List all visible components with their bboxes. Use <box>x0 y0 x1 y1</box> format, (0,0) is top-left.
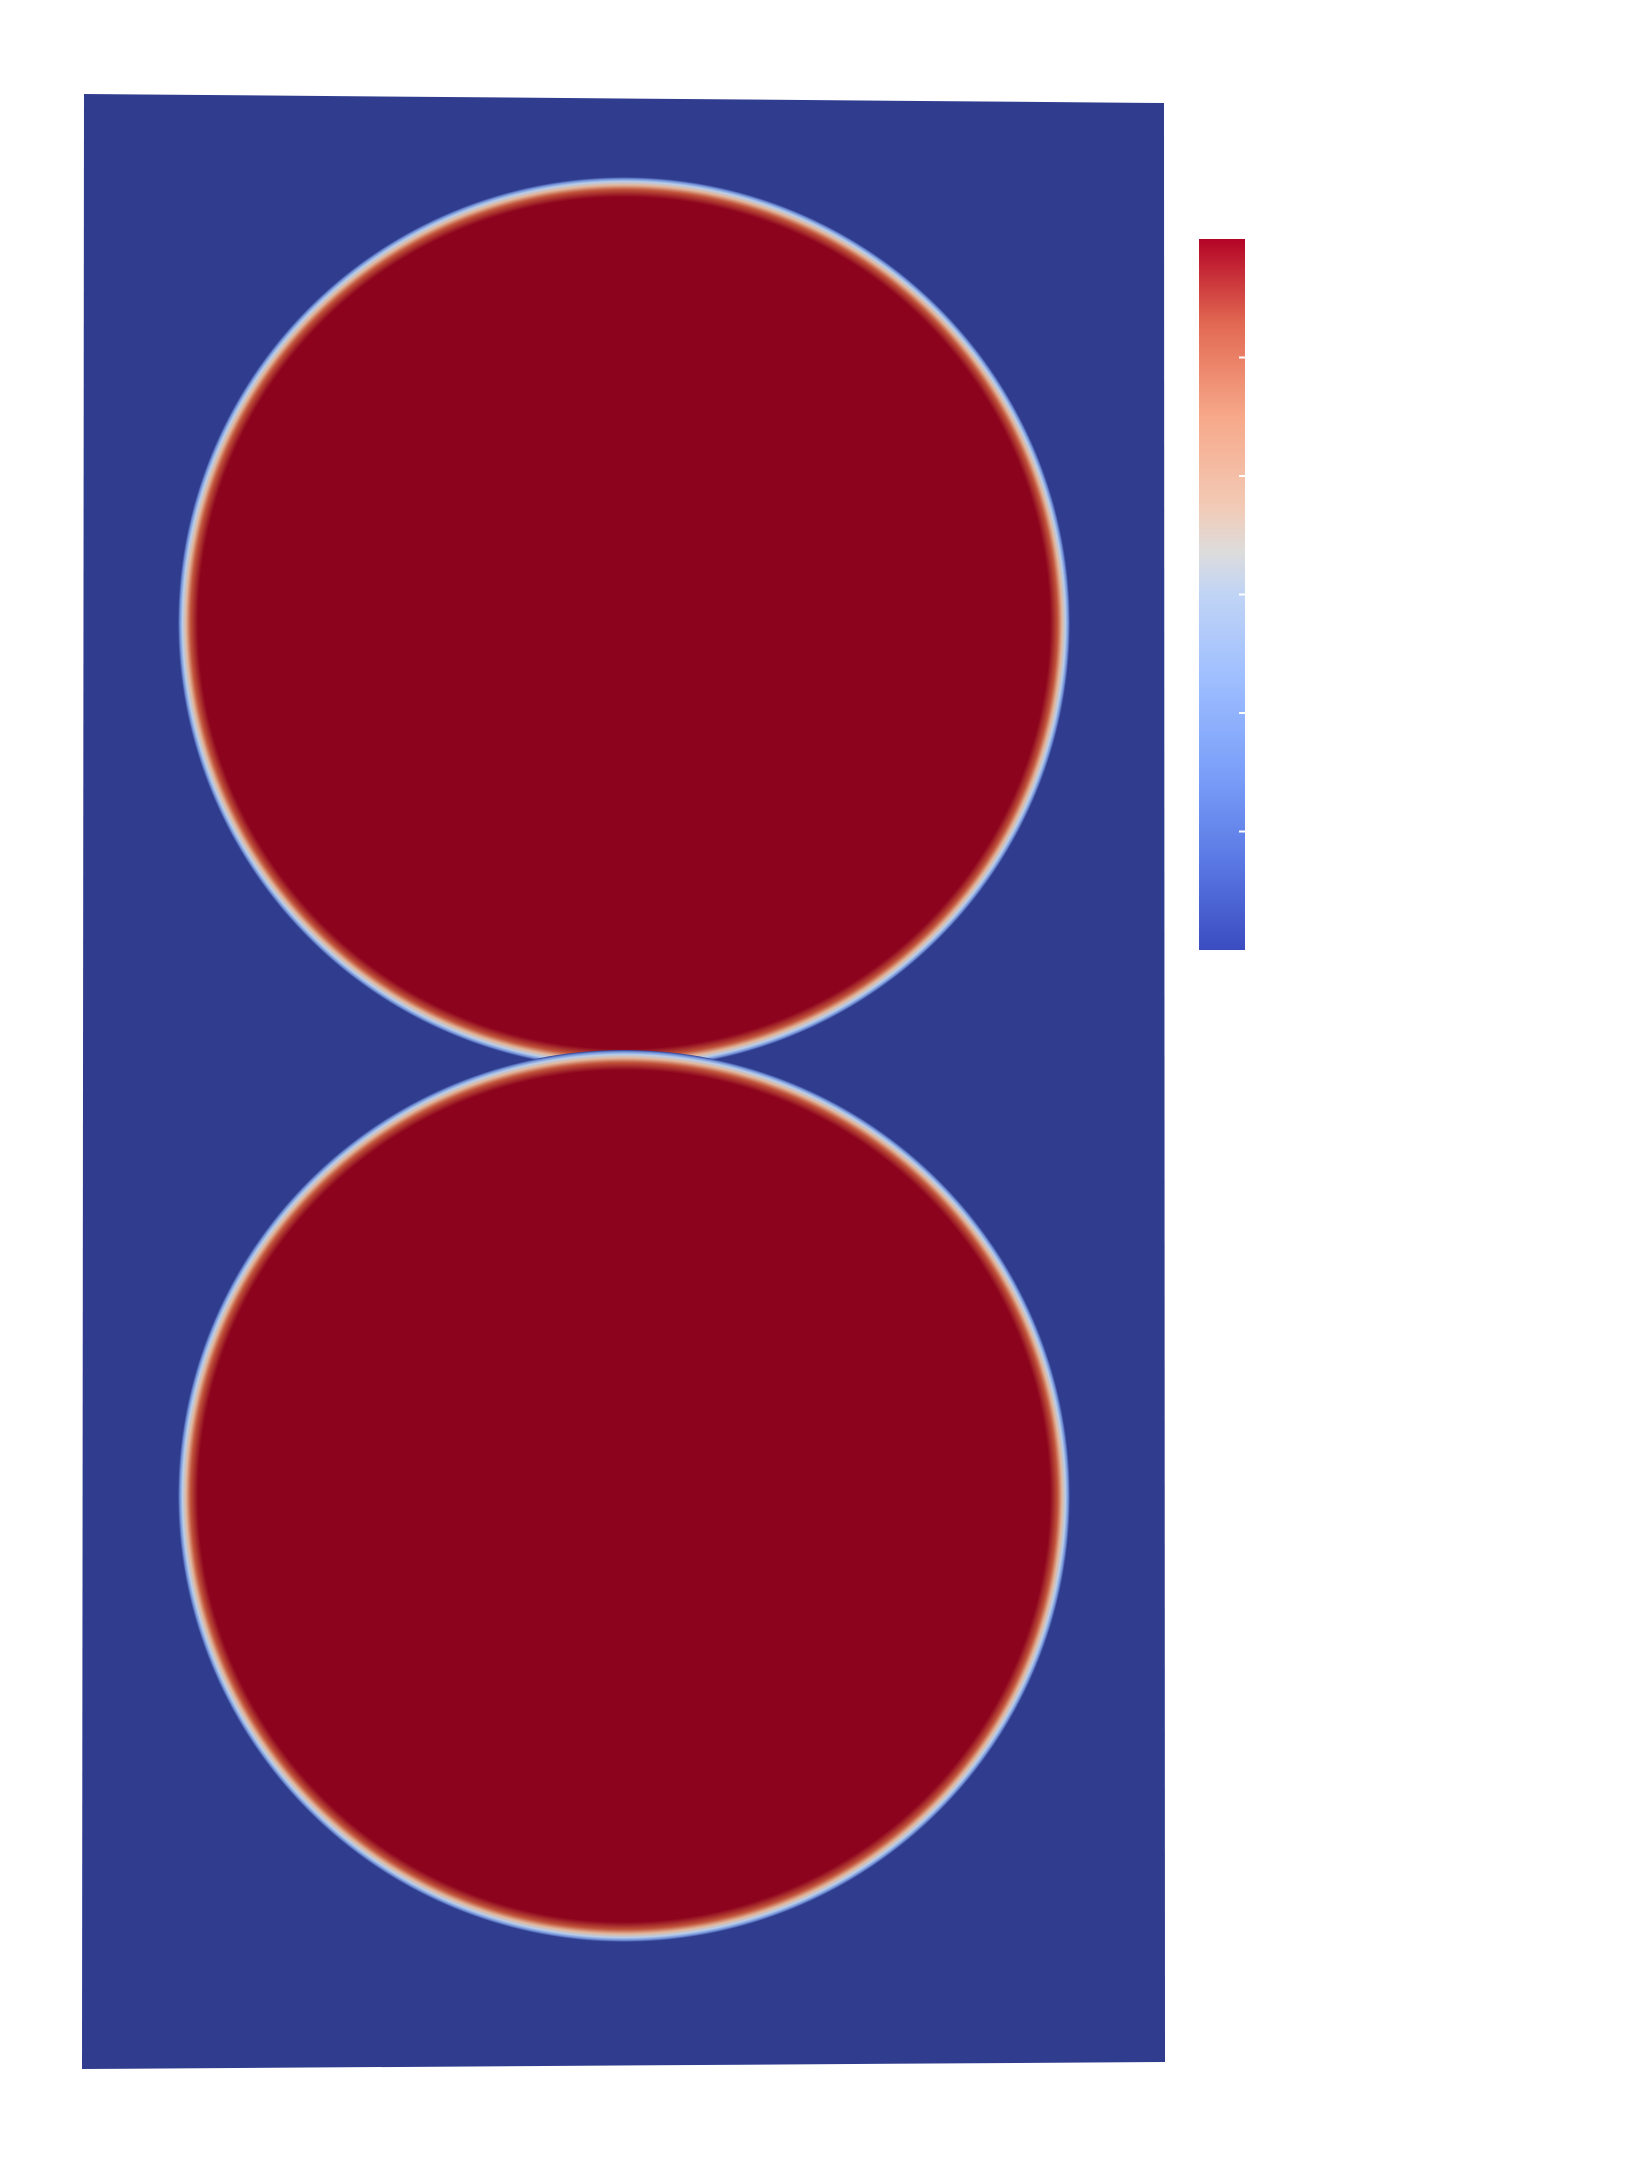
upper-droplet <box>178 177 1070 1069</box>
lower-droplet <box>178 1050 1070 1942</box>
colorbar-ticks <box>1239 356 1245 833</box>
color-legend-bar <box>1199 239 1245 950</box>
colorbar-gradient <box>1199 239 1245 950</box>
